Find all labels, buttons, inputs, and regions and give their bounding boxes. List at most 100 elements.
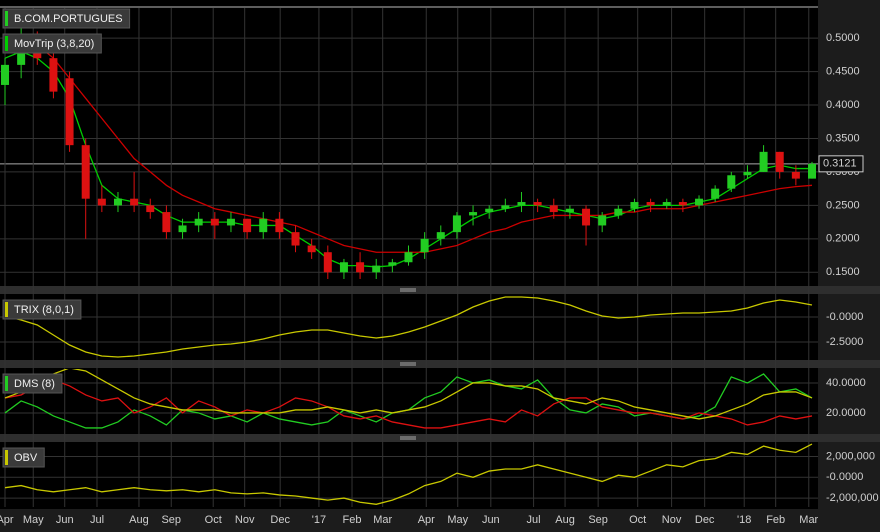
- x-tick-label: Jun: [482, 514, 500, 526]
- x-tick-label: May: [23, 514, 44, 526]
- candle-body: [194, 218, 203, 226]
- candle-body: [743, 171, 752, 176]
- y-tick-label: -0.0000: [826, 311, 863, 323]
- x-tick-label: Jul: [90, 514, 104, 526]
- candle-body: [275, 218, 284, 233]
- legend-text: MovTrip (3,8,20): [14, 38, 94, 50]
- legend-swatch: [5, 376, 8, 391]
- x-tick-label: Aug: [129, 514, 149, 526]
- y-tick-label: -2,000,000: [826, 492, 879, 504]
- divider[interactable]: [0, 286, 880, 294]
- legend-bg: [2, 33, 102, 54]
- y-tick-label: 0.1500: [826, 266, 860, 278]
- candle-body: [372, 265, 381, 273]
- text-layer: 0.50000.45000.40000.35000.30000.25000.20…: [0, 8, 879, 526]
- legend-text: TRIX (8,0,1): [14, 304, 74, 316]
- time-axis-area: [0, 509, 818, 532]
- x-tick-label: Dec: [695, 514, 715, 526]
- indicator-line: [4, 369, 813, 420]
- candle-body: [711, 188, 720, 199]
- x-tick-label: Nov: [662, 514, 682, 526]
- legend-bg: [2, 299, 82, 320]
- y-tick-label: 0.2500: [826, 199, 860, 211]
- x-tick-label: Feb: [343, 514, 362, 526]
- candle-body: [146, 205, 155, 213]
- candle-body: [307, 245, 316, 253]
- y-tick-label: 40.0000: [826, 377, 866, 389]
- x-tick-label: Apr: [418, 514, 435, 526]
- x-tick-label: Jun: [56, 514, 74, 526]
- y-tick-label: 0.2000: [826, 233, 860, 245]
- candle-body: [291, 232, 300, 246]
- legend-swatch: [5, 450, 8, 465]
- candle-body: [565, 208, 574, 213]
- x-tick-label: May: [447, 514, 468, 526]
- legend-box: DMS (8): [2, 373, 63, 394]
- y-tick-label: 0.4000: [826, 99, 860, 111]
- indicator-line: [4, 443, 813, 505]
- candle-body: [452, 215, 461, 233]
- x-tick-label: Apr: [0, 514, 14, 526]
- x-tick-label: Dec: [270, 514, 290, 526]
- legend-swatch: [5, 11, 8, 26]
- legend-text: DMS (8): [14, 378, 55, 390]
- candle-body: [759, 151, 768, 172]
- panel-data: [4, 296, 813, 358]
- panel-divider[interactable]: [0, 434, 880, 442]
- candle-body: [808, 163, 816, 179]
- candle-body: [582, 208, 591, 226]
- candle-body: [113, 198, 122, 206]
- candle-body: [339, 262, 348, 273]
- candle-body: [436, 232, 445, 239]
- y-tick-label: 20.0000: [826, 407, 866, 419]
- y-tick-label: -0.0000: [826, 471, 863, 483]
- last-price-box: [818, 155, 864, 173]
- x-tick-label: Oct: [629, 514, 646, 526]
- x-tick-label: Jul: [527, 514, 541, 526]
- indicator-line: [4, 379, 813, 429]
- legend-box: MovTrip (3,8,20): [2, 33, 102, 54]
- candle-body: [65, 78, 74, 146]
- legend-swatch: [5, 36, 8, 51]
- candle-body: [178, 225, 187, 233]
- x-tick-label: Mar: [799, 514, 818, 526]
- panel-divider[interactable]: [0, 286, 880, 294]
- legend-swatch: [5, 302, 8, 317]
- y-tick-label: 2,000,000: [826, 450, 875, 462]
- candle-body: [469, 212, 478, 216]
- y-tick-label: 0.4500: [826, 65, 860, 77]
- x-tick-label: Nov: [235, 514, 255, 526]
- legend-box: B.COM.PORTUGUES: [2, 8, 131, 29]
- candle-body: [49, 58, 58, 92]
- candle-body: [695, 198, 704, 206]
- x-tick-label: Feb: [766, 514, 785, 526]
- divider[interactable]: [0, 434, 880, 442]
- candle-body: [97, 198, 106, 206]
- candle-body: [356, 262, 365, 273]
- x-tick-label: Sep: [588, 514, 608, 526]
- x-tick-label: Aug: [555, 514, 575, 526]
- x-tick-label: Sep: [161, 514, 181, 526]
- legend-box: TRIX (8,0,1): [2, 299, 82, 320]
- candle-body: [485, 208, 494, 213]
- candle-body: [259, 218, 268, 233]
- legend-bg: [2, 8, 131, 29]
- candle-body: [226, 218, 235, 226]
- candle-body: [1, 64, 9, 85]
- x-tick-label: '18: [737, 514, 751, 526]
- candle-body: [162, 212, 171, 233]
- panel-data: [4, 369, 813, 429]
- legend-text: B.COM.PORTUGUES: [14, 13, 123, 25]
- candle-body: [533, 202, 542, 206]
- candle-body: [662, 202, 671, 206]
- divider[interactable]: [0, 360, 880, 368]
- panel-divider[interactable]: [0, 360, 880, 368]
- candle-body: [388, 262, 397, 266]
- legend-box: OBV: [2, 447, 45, 468]
- candle-body: [646, 202, 655, 206]
- y-tick-label: 0.3500: [826, 132, 860, 144]
- candle-body: [727, 175, 736, 189]
- candle-body: [791, 171, 800, 179]
